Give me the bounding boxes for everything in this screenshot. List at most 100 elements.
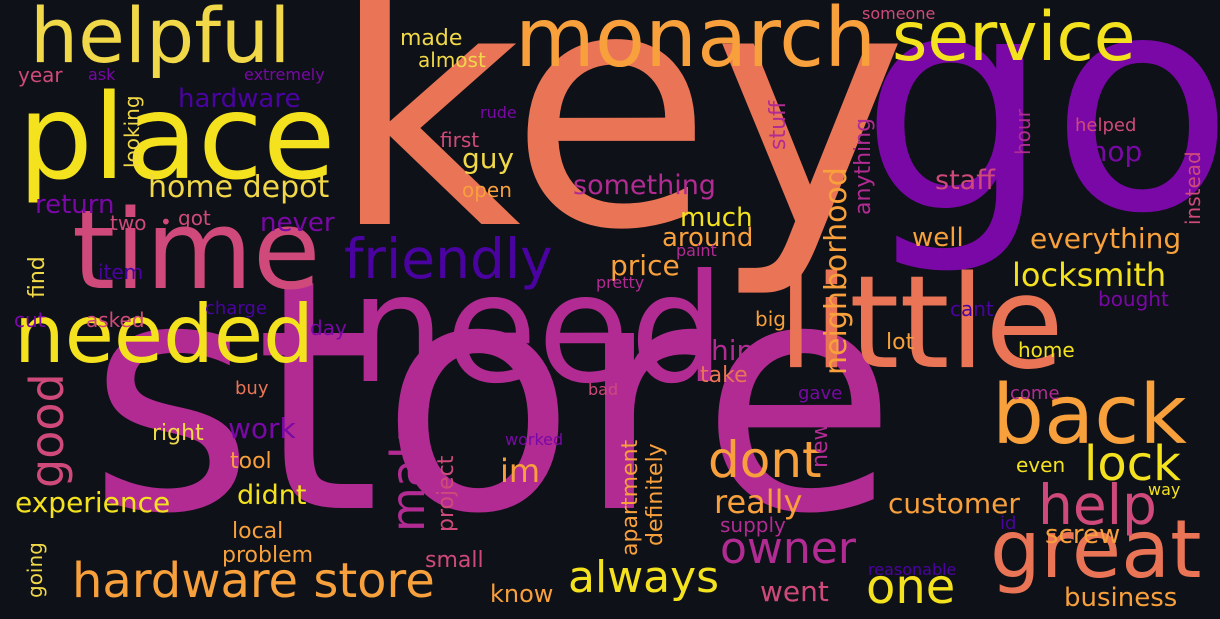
word-return: return [35,190,115,220]
word-needed: needed [14,288,314,381]
word-time: time [72,186,321,314]
word-project: project [434,455,459,532]
word-something: something [573,170,716,201]
word-everything: everything [1030,222,1182,255]
word-helpful: helpful [30,0,291,80]
word-find: find [25,256,50,298]
word-monarch: monarch [515,0,877,86]
word-dont: dont [708,431,822,489]
word-right: right [152,421,204,446]
word-great: great [990,503,1202,596]
word-cant: cant [950,297,994,321]
word-back: back [992,368,1187,463]
word-buy: buy [235,378,269,399]
word-rude: rude [480,103,517,122]
word-two: two [110,211,147,235]
word-id: id [1000,513,1017,534]
word-small: small [425,548,484,573]
word-almost: almost [418,48,486,72]
word-big: big [755,307,786,331]
word-im: im [500,452,541,490]
word-problem: problem [222,543,314,568]
word-key: key [330,0,908,302]
word-staff: staff [935,165,995,196]
word-price: price [610,249,680,282]
word-helped: helped [1075,115,1137,136]
word-take: take [700,363,748,388]
word-someone: someone [862,4,936,23]
word-went: went [760,575,829,608]
word-anything: anything [851,117,876,215]
word-need: need [350,243,725,417]
word-home-depot: home depot [148,170,330,205]
word-hour: hour [1011,109,1035,155]
word-come: come [1010,383,1060,404]
word-instead: instead [1181,151,1205,225]
word-make: make [381,405,435,532]
word-stuff: stuff [766,100,791,150]
word-know: know [490,580,554,608]
word-extremely: extremely [244,65,325,84]
word-owner: owner [720,523,856,574]
word-didnt: didnt [237,480,307,511]
word-year: year [18,63,63,87]
word-lot: lot [886,330,915,355]
word-supply: supply [720,513,786,537]
word-tool: tool [230,449,272,474]
word-item: item [98,260,144,284]
word-always: always [568,552,720,603]
word-hardware-store: hardware store [72,553,435,609]
word-much: much [680,203,753,233]
word-experience: experience [15,486,171,519]
word-service: service [892,0,1136,77]
word-store: store [88,212,898,584]
word-go: go [860,0,1220,279]
word-guy: guy [462,142,515,175]
word-going: going [23,542,47,598]
word-local: local [232,519,284,544]
word-around: around [662,223,754,253]
word-paint: paint [676,241,717,260]
word-charge: charge [205,298,267,319]
word-worked: worked [505,430,564,449]
word-neighborhood: neighborhood [819,167,854,375]
word-screw: screw [1045,520,1121,550]
word-dot: • [160,210,172,234]
word-first: first [440,128,480,152]
word-locksmith: locksmith [1012,256,1167,294]
word-really: really [714,483,803,521]
word-never: never [260,208,335,238]
word-apartment: apartment [618,439,643,556]
word-made: made [400,26,463,51]
word-one: one [866,559,956,615]
word-even: even [1016,453,1066,477]
word-hardware: hardware [178,84,301,114]
word-bad: bad [588,380,619,399]
word-thing: thing [700,334,773,367]
word-new: new [808,422,833,468]
word-reasonable: reasonable [868,560,957,579]
word-little: little [778,249,1064,398]
word-got: got [178,206,211,230]
word-friendly: friendly [344,227,553,291]
word-customer: customer [888,487,1020,520]
word-looking: looking [120,95,144,168]
word-well: well [912,223,964,253]
word-help: help [1038,473,1157,537]
word-lock: lock [1084,436,1181,492]
word-work: work [228,412,296,445]
word-definitely: definitely [643,443,668,546]
word-shop: shop [1075,135,1143,168]
word-home: home [1018,338,1075,362]
word-gave: gave [798,383,843,404]
word-bought: bought [1098,287,1169,311]
word-way: way [1148,480,1181,499]
word-business: business [1064,583,1178,613]
word-open: open [462,178,512,202]
word-ask: ask [88,65,116,84]
word-cut: cut [14,308,46,332]
word-day: day [310,316,347,340]
word-asked: asked [86,308,145,332]
word-pretty: pretty [596,273,645,292]
